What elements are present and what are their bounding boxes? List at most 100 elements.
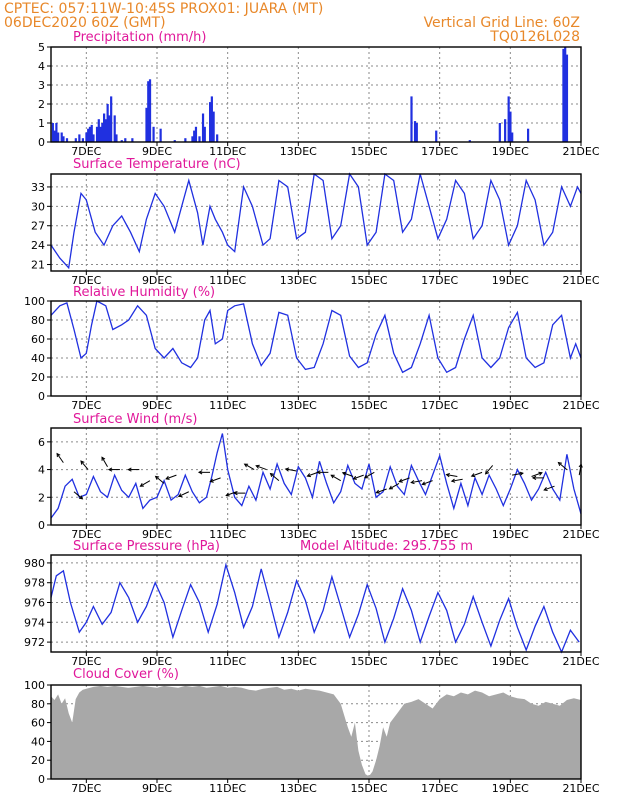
precip-xtick-label: 9DEC xyxy=(142,145,172,158)
precip-bar xyxy=(92,134,95,142)
precip-bar xyxy=(194,126,198,142)
wind-panel: Surface Wind (m/s) 0 2 4 6 7DEC 9DEC 11DEC 13DEC… xyxy=(38,412,600,541)
precip-bar xyxy=(201,113,205,142)
cloud-xtick-label: 21DEC xyxy=(562,782,599,795)
precip-xtick-label: 15DEC xyxy=(350,145,387,158)
temp-panel: Surface Temperature (nC) 21 24 27 30 33 7DEC 9D… xyxy=(31,157,600,287)
precip-bar xyxy=(210,96,213,142)
wind-arrow-head xyxy=(341,471,347,476)
cloud-ytick-label: 60 xyxy=(31,717,45,730)
temp-xtick-label: 15DEC xyxy=(350,274,387,287)
temp-xtick-label: 21DEC xyxy=(562,274,599,287)
precip-bar xyxy=(124,138,127,142)
wind-arrow-head xyxy=(375,489,380,494)
wind-arrow-head xyxy=(450,478,456,483)
wind-arrow-head xyxy=(484,470,490,475)
precip-bar xyxy=(104,119,107,142)
rh-xtick-label: 13DEC xyxy=(280,399,317,412)
precip-bar xyxy=(173,140,176,142)
wind-arrow-head xyxy=(139,482,144,487)
temp-ytick-label: 27 xyxy=(31,220,45,233)
precip-ytick-label: 1 xyxy=(38,117,45,130)
wind-arrow-head xyxy=(363,474,369,479)
precip-bar xyxy=(74,138,77,142)
precip-bar xyxy=(410,96,413,142)
wind-arrow xyxy=(543,485,555,491)
wind-arrow-head xyxy=(177,493,183,498)
wind-arrow xyxy=(451,478,463,482)
wind-arrow-head xyxy=(269,472,275,477)
rh-xtick-label: 21DEC xyxy=(562,399,599,412)
wind-arrow-head xyxy=(127,467,132,472)
precip-bar xyxy=(106,104,109,142)
wind-arrow-head xyxy=(330,474,335,479)
temp-xtick-label: 13DEC xyxy=(280,274,317,287)
precip-bar xyxy=(193,130,196,142)
temp-xtick-label: 7DEC xyxy=(71,274,101,287)
wind-arrow xyxy=(353,474,364,480)
pressure-line xyxy=(50,562,580,654)
wind-arrow-head xyxy=(284,467,290,472)
temp-ytick-label: 24 xyxy=(31,239,45,252)
cloud-xtick-label: 9DEC xyxy=(142,782,172,795)
precip-bar xyxy=(55,123,58,142)
rh-xtick-label: 19DEC xyxy=(492,399,529,412)
wind-arrow xyxy=(270,473,280,482)
wind-ytick-label: 4 xyxy=(38,464,45,477)
wind-arrow-head xyxy=(470,473,476,478)
rh-ytick-label: 40 xyxy=(31,352,45,365)
wind-ytick-label: 2 xyxy=(38,491,45,504)
precip-bar xyxy=(148,79,152,142)
cloud-panel: Cloud Cover (%) 0 20 40 60 80 100 7DEC 9DEC 11DEC… xyxy=(24,667,600,795)
cloud-area xyxy=(51,685,581,779)
cloud-xtick-label: 17DEC xyxy=(421,782,458,795)
rh-ytick-label: 100 xyxy=(24,295,45,308)
precip-bar xyxy=(53,130,56,142)
wind-arrow-head xyxy=(445,473,450,478)
wind-arrow xyxy=(178,491,190,497)
precip-bar xyxy=(159,128,162,142)
temp-xtick-label: 19DEC xyxy=(492,274,529,287)
cloud-ytick-label: 100 xyxy=(24,679,45,692)
pressure-xtick-label: 7DEC xyxy=(71,655,101,668)
precip-bar xyxy=(527,128,530,142)
rh-ytick-label: 0 xyxy=(38,390,45,403)
wind-xtick-label: 9DEC xyxy=(142,528,172,541)
precip-frame xyxy=(50,46,582,143)
precip-bar xyxy=(108,115,111,142)
precip-bar xyxy=(498,123,501,142)
cloud-ytick-label: 80 xyxy=(31,698,45,711)
pressure-xtick-label: 13DEC xyxy=(280,655,317,668)
wind-arrow-head xyxy=(154,475,160,480)
temp-title: Surface Temperature (nC) xyxy=(73,157,241,172)
pressure-xtick-label: 21DEC xyxy=(562,655,599,668)
wind-arrow xyxy=(244,463,255,471)
precip-bar xyxy=(120,140,123,142)
cloud-frame xyxy=(50,684,582,780)
cloud-title: Cloud Cover (%) xyxy=(73,667,179,682)
wind-frame xyxy=(50,427,582,526)
wind-arrow-head xyxy=(538,471,543,476)
wind-arrow xyxy=(80,460,89,470)
wind-arrow xyxy=(446,474,458,477)
wind-arrow-head xyxy=(531,475,537,481)
cloud-xtick-label: 13DEC xyxy=(280,782,317,795)
precip-bar xyxy=(147,81,150,142)
wind-arrow xyxy=(389,482,400,490)
wind-arrow xyxy=(558,462,568,470)
cloud-xtick-label: 11DEC xyxy=(209,782,246,795)
precip-xtick-label: 19DEC xyxy=(492,145,529,158)
temp-ytick-label: 30 xyxy=(31,200,45,213)
precip-xtick-label: 11DEC xyxy=(209,145,246,158)
precip-bar xyxy=(78,134,81,142)
wind-line xyxy=(50,433,582,519)
wind-arrow-head xyxy=(209,478,214,483)
precip-bar xyxy=(81,138,84,142)
precip-bar xyxy=(507,96,510,142)
wind-xtick-label: 7DEC xyxy=(71,528,101,541)
wind-xtick-label: 15DEC xyxy=(350,528,387,541)
precip-bar xyxy=(87,128,90,142)
pressure-annotation: Model Altitude: 295.755 m xyxy=(300,539,473,554)
rh-line xyxy=(50,300,582,374)
wind-title: Surface Wind (m/s) xyxy=(73,412,197,427)
